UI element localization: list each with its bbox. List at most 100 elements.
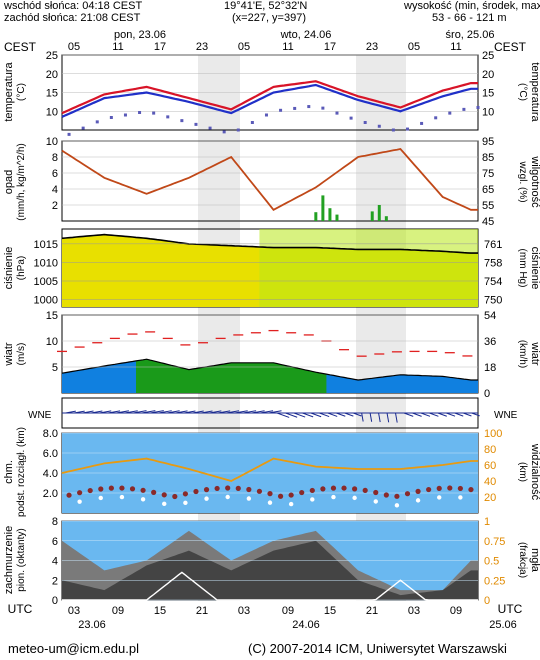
precip-bar (321, 195, 325, 221)
hour-label-bottom: 21 (196, 605, 208, 617)
temp-dew-point-mark (138, 111, 142, 114)
pressure-tick-left: 1015 (34, 239, 58, 251)
copyright-text: (C) 2007-2014 ICM, Uniwersytet Warszawsk… (248, 641, 507, 656)
hour-label-top: 23 (196, 41, 208, 53)
hour-label-top: 17 (324, 41, 336, 53)
wind-direction-arrow (141, 410, 156, 414)
cloud-base-dot (320, 486, 326, 492)
cloud-base-dot (203, 487, 210, 493)
cloud-base-dot (288, 492, 294, 498)
hour-label-bottom: 09 (282, 605, 294, 617)
wind-direction-arrow (403, 412, 414, 417)
cloud-top-dot (310, 497, 315, 502)
cloud-top-dot (331, 494, 336, 500)
hour-label-top: 17 (154, 41, 166, 53)
rain-tick-left: 2 (52, 200, 58, 212)
temp-dew-point-mark (405, 127, 409, 131)
hour-label-bottom: 03 (408, 605, 420, 617)
humidity-tick-right: 95 (482, 136, 494, 148)
cloud-base-dot (468, 486, 474, 493)
cloud-top-dot (437, 495, 442, 500)
wind-direction-arrow (175, 410, 188, 414)
temp-dew-point-mark (180, 119, 184, 123)
precip-bar (328, 208, 332, 221)
temp-dew-point-mark (67, 132, 71, 136)
humidity-tick-right: 45 (482, 216, 494, 228)
cloud-base-dot (214, 485, 220, 492)
hour-label-bottom: 21 (366, 605, 378, 617)
cloudcover-ylabel-left-text: zachmurzenie (3, 526, 15, 594)
wind-ylabel-left-unit: (m/s) (16, 343, 27, 366)
cloudcover-tick-left: 0 (52, 595, 58, 607)
fog-ylabel-right-text: mgła (529, 548, 540, 573)
temp-ylabel-left-unit: (°C) (16, 83, 27, 101)
wind-direction-arrow (82, 410, 94, 414)
fog-tick-right: 0.75 (484, 536, 505, 548)
cloud-base-dot (373, 489, 379, 496)
hour-label-top: 11 (112, 41, 123, 53)
tz-bottom-label: UTC (8, 602, 33, 616)
email-link[interactable]: meteo-um@icm.edu.pl (8, 641, 139, 656)
rain-tick-left: 6 (52, 168, 58, 180)
wind-tick-right: 54 (484, 310, 496, 322)
wind-direction-arrow (260, 410, 274, 414)
cloud-base-dot (330, 485, 337, 491)
elevation-values: 53 - 66 - 121 m (432, 12, 507, 24)
temp-dew-point-mark (434, 116, 438, 120)
cloudcover-tick-left: 8 (52, 516, 58, 528)
cloud-top-dot (267, 500, 273, 505)
temp-dew-point-mark (391, 128, 395, 132)
cloudcover-tick-left: 4 (52, 556, 58, 568)
wind-direction-arrow (183, 410, 196, 414)
temp-dew-point-mark (279, 108, 283, 112)
pressure-ylabel-right-unit: (mm Hg) (517, 249, 528, 288)
cloud-base-dot (415, 488, 421, 494)
cloud-base-dot (436, 485, 442, 491)
temp-dew-point-mark (123, 113, 127, 117)
tz-bottom-label-right: UTC (498, 602, 523, 616)
visibility-ylabel-right-text: widzialność (529, 443, 540, 501)
pressure-tick-left: 1005 (34, 276, 58, 288)
compass-right-icon: WNE (494, 410, 518, 421)
pressure-tick-right: 754 (484, 276, 502, 288)
wind-direction-arrow (243, 410, 257, 414)
wind-direction-arrow (310, 412, 322, 418)
cloud-base-dot (309, 487, 315, 494)
night-band (198, 55, 240, 601)
cloud-base-dot (182, 491, 188, 497)
rain-tick-left: 8 (52, 152, 58, 164)
temp-dew-point-mark (109, 116, 113, 119)
cloud-base-dot (225, 485, 231, 491)
fog-tick-right: 0.25 (484, 575, 505, 587)
cloud-base-dot (256, 488, 263, 494)
wind-direction-arrow (133, 410, 147, 414)
cloud-base-dot (66, 492, 72, 498)
cloud-base-dot (193, 488, 199, 495)
wind-direction-arrow (166, 410, 180, 414)
wind-direction-arrow (116, 410, 129, 414)
wind-direction-arrow (437, 412, 447, 417)
temp-tick-left: 20 (46, 69, 58, 81)
wind-ylabel-right-text: wiatr (529, 341, 540, 366)
cloud-base-dot (172, 493, 178, 500)
cloud-base-dot (394, 493, 400, 499)
cloud-top-dot (394, 503, 400, 508)
humidity-ylabel-right-text: wilgotność (529, 155, 540, 208)
cloudcover-tick-left: 2 (52, 575, 58, 587)
temp-dew-point-mark (476, 106, 480, 109)
wind-direction-arrow (378, 412, 381, 423)
pressure-line (61, 233, 478, 254)
cloud-top-dot (119, 494, 125, 500)
cloud-top-dot (246, 496, 252, 501)
temp-series-line (61, 83, 478, 118)
pressure-tick-right: 758 (484, 257, 502, 269)
pressure-ylabel-left-text: ciśnienie (3, 247, 15, 290)
cloud-base-dot (362, 487, 368, 493)
day-label-top: pon, 23.06 (114, 29, 166, 41)
hour-label-top: 05 (68, 41, 80, 53)
date-label-bottom: 23.06 (78, 619, 106, 631)
hour-label-top: 05 (238, 41, 250, 53)
temp-ylabel-right-unit: (°C) (517, 83, 528, 101)
temp-dew-point-mark (250, 121, 254, 124)
cloud-top-dot (352, 495, 357, 501)
